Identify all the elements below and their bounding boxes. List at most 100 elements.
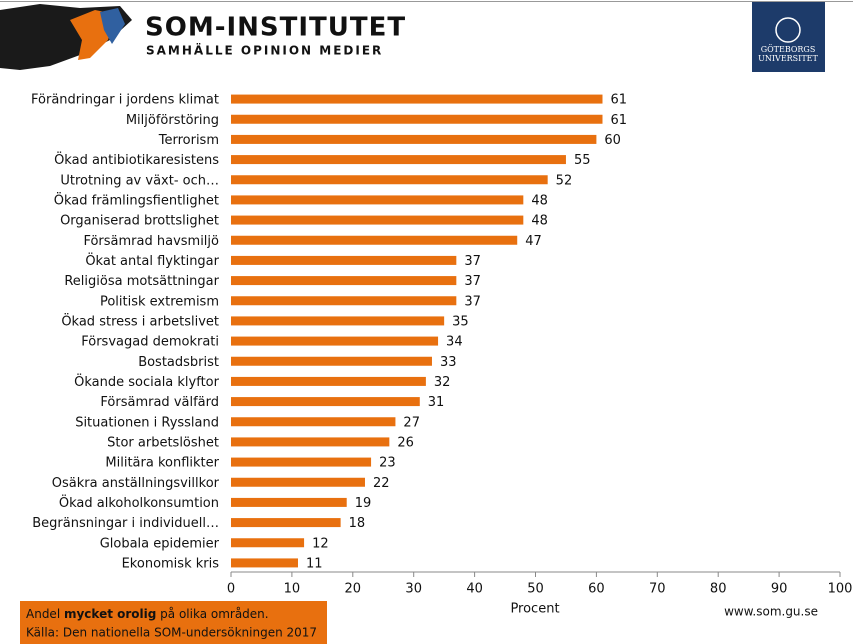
y-tick-label: Militära konflikter <box>105 456 219 471</box>
y-tick-label: Miljöförstöring <box>126 113 219 128</box>
y-tick-label: Ökad främlingsfientlighet <box>54 191 219 208</box>
x-tick-label: 10 <box>284 582 301 597</box>
bar <box>231 316 445 326</box>
note-part: Andel <box>26 607 64 621</box>
value-label: 37 <box>464 274 481 289</box>
value-label: 27 <box>403 415 420 430</box>
value-label: 18 <box>349 516 366 531</box>
x-tick-label: 90 <box>771 582 788 597</box>
y-tick-label: Globala epidemier <box>100 536 220 551</box>
y-tick-label: Terrorism <box>158 133 219 148</box>
bar <box>231 497 347 507</box>
y-tick-label: Försvagad demokrati <box>81 335 219 350</box>
y-tick-label: Försämrad havsmiljö <box>83 234 219 249</box>
x-axis-label: Procent <box>510 602 559 617</box>
note-bold: mycket orolig <box>64 607 156 621</box>
value-label: 34 <box>446 335 463 350</box>
bar <box>231 477 365 487</box>
value-label: 52 <box>556 173 573 188</box>
value-label: 19 <box>355 496 372 511</box>
y-tick-label: Försämrad välfärd <box>100 395 219 410</box>
y-tick-label: Stor arbetslöshet <box>107 435 219 450</box>
x-tick-label: 20 <box>345 582 362 597</box>
bar <box>231 255 457 265</box>
bar <box>231 175 548 185</box>
x-tick-label: 100 <box>828 582 853 597</box>
bar <box>231 195 524 205</box>
university-name: GÖTEBORGS <box>761 45 816 54</box>
bar <box>231 155 566 165</box>
x-tick-label: 70 <box>649 582 666 597</box>
bar <box>231 114 603 124</box>
university-logo <box>752 2 825 72</box>
bar <box>231 376 426 386</box>
bar <box>231 558 298 568</box>
y-tick-label: Osäkra anställningsvillkor <box>52 476 220 491</box>
value-label: 26 <box>397 435 414 450</box>
bar <box>231 276 457 286</box>
brand: SOM-INSTITUTET <box>145 13 406 43</box>
bar <box>231 397 420 407</box>
y-tick-label: Förändringar i jordens klimat <box>31 93 219 108</box>
y-tick-label: Bostadsbrist <box>138 355 219 370</box>
note-part: på olika områden. <box>156 607 268 621</box>
value-label: 31 <box>428 395 445 410</box>
value-label: 61 <box>610 113 627 128</box>
value-label: 11 <box>306 556 323 571</box>
bar <box>231 296 457 306</box>
tagline: SAMHÄLLE OPINION MEDIER <box>146 43 383 58</box>
university-seal <box>775 17 801 43</box>
bar <box>231 94 603 104</box>
value-label: 12 <box>312 536 329 551</box>
value-label: 35 <box>452 314 469 329</box>
y-tick-label: Organiserad brottslighet <box>60 214 219 229</box>
bar <box>231 134 597 144</box>
bar <box>231 518 341 528</box>
y-tick-label: Ökad stress i arbetslivet <box>61 312 219 329</box>
plot: 0 10 20 30 40 50 60 70 80 90 100 Förändringar i jor… <box>31 93 852 597</box>
y-tick-label: Ökande sociala klyftor <box>74 373 220 390</box>
value-label: 60 <box>604 133 621 148</box>
value-label: 23 <box>379 456 396 471</box>
y-tick-label: Situationen i Ryssland <box>75 415 219 430</box>
logo-map <box>0 4 132 70</box>
value-label: 48 <box>531 214 548 229</box>
bar <box>231 538 305 548</box>
university-name: UNIVERSITET <box>758 54 818 63</box>
value-label: 37 <box>464 254 481 269</box>
y-tick-label: Ökad antibiotikaresistens <box>54 151 219 168</box>
bar <box>231 356 432 366</box>
y-tick-label: Ökat antal flyktingar <box>85 252 219 269</box>
url: www.som.gu.se <box>724 605 818 619</box>
y-tick-label: Politisk extremism <box>100 294 219 309</box>
note-box <box>20 601 327 644</box>
bar <box>231 417 396 427</box>
note: Andel mycket orolig på olika områden. <box>26 607 269 621</box>
value-label: 55 <box>574 153 591 168</box>
value-label: 32 <box>434 375 451 390</box>
x-tick-label: 60 <box>588 582 605 597</box>
value-label: 48 <box>531 193 548 208</box>
y-tick-label: Begränsningar i individuell… <box>32 516 219 531</box>
bar <box>231 457 372 467</box>
value-label: 61 <box>610 93 627 108</box>
y-tick-label: Utrotning av växt- och… <box>60 173 219 188</box>
y-tick-label: Religiösa motsättningar <box>64 274 219 289</box>
y-tick-label: Ökad alkoholkonsumtion <box>59 494 219 511</box>
value-label: 33 <box>440 355 457 370</box>
x-tick-label: 50 <box>527 582 544 597</box>
y-tick-label: Ekonomisk kris <box>122 556 220 571</box>
bar <box>231 215 524 225</box>
value-label: 37 <box>464 294 481 309</box>
x-tick-label: 30 <box>405 582 422 597</box>
bar <box>231 336 439 346</box>
x-tick-label: 0 <box>227 582 235 597</box>
x-tick-label: 40 <box>466 582 483 597</box>
value-label: 22 <box>373 476 390 491</box>
bar <box>231 437 390 447</box>
x-tick-label: 80 <box>710 582 727 597</box>
bar <box>231 235 518 245</box>
source: Källa: Den nationella SOM-undersökningen… <box>26 626 317 640</box>
value-label: 47 <box>525 234 542 249</box>
